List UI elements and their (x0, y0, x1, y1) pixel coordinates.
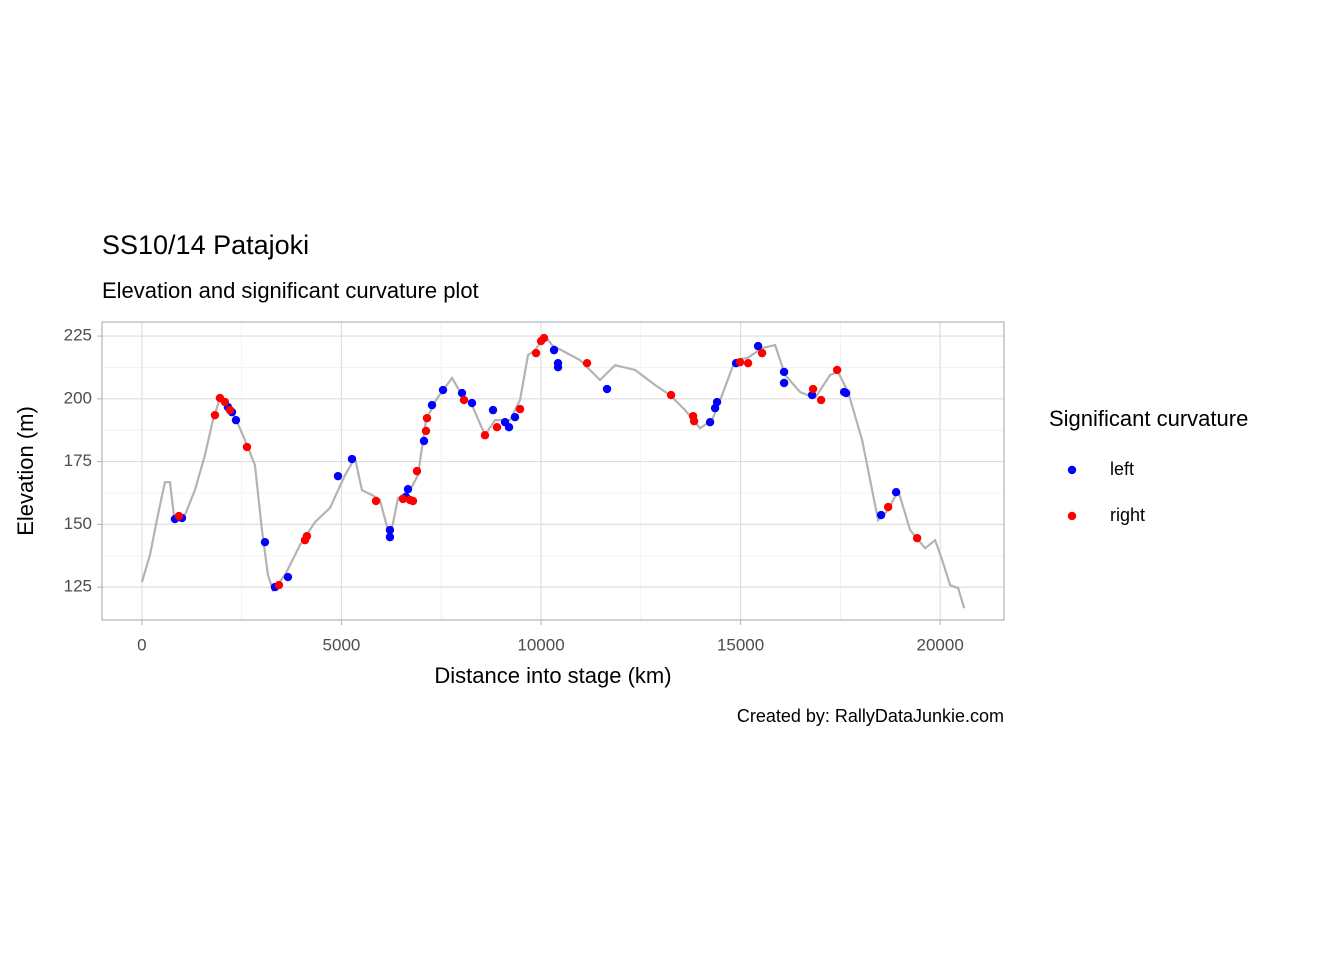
x-tick-label: 10000 (517, 635, 564, 654)
point (421, 426, 431, 436)
point (689, 416, 699, 426)
x-tick-label: 20000 (917, 635, 964, 654)
point (553, 362, 563, 372)
x-tick-label: 0 (137, 635, 146, 654)
x-tick-label: 15000 (717, 635, 764, 654)
point (504, 422, 514, 432)
legend-title: Significant curvature (1049, 406, 1248, 431)
point (333, 471, 343, 481)
elevation-line (140, 334, 966, 609)
point (488, 405, 498, 415)
point (510, 412, 520, 422)
legend-label: left (1110, 459, 1134, 479)
point (539, 333, 549, 343)
point (883, 502, 893, 512)
x-axis-title: Distance into stage (km) (434, 663, 671, 688)
x-tick-label: 5000 (323, 635, 361, 654)
point (412, 466, 422, 476)
y-tick-label: 200 (64, 388, 92, 407)
legend-key (1067, 511, 1077, 521)
point (705, 417, 715, 427)
point (274, 580, 284, 590)
point (912, 533, 922, 543)
point (876, 510, 886, 520)
point (467, 398, 477, 408)
y-tick-label: 125 (64, 577, 92, 596)
point (371, 496, 381, 506)
point (808, 384, 818, 394)
point (385, 532, 395, 542)
point (757, 348, 767, 358)
point (891, 488, 901, 497)
point (302, 531, 312, 541)
point (283, 572, 293, 582)
point (492, 422, 502, 432)
point (779, 378, 789, 388)
caption: Created by: RallyDataJunkie.com (737, 706, 1004, 726)
point (419, 436, 429, 446)
point (438, 385, 448, 395)
point (231, 415, 241, 425)
point (816, 395, 826, 405)
point (832, 365, 842, 375)
point (174, 511, 184, 521)
chart-subtitle: Elevation and significant curvature plot (102, 278, 479, 303)
point (712, 397, 722, 407)
point (743, 358, 753, 368)
chart-title: SS10/14 Patajoki (102, 230, 309, 260)
point (408, 496, 418, 506)
point (515, 404, 525, 414)
point (242, 442, 252, 452)
point (480, 431, 490, 440)
legend-label: right (1110, 505, 1145, 525)
y-tick-label: 150 (64, 514, 92, 533)
point (398, 494, 408, 504)
y-axis-title: Elevation (m) (13, 406, 38, 536)
point (347, 454, 357, 464)
point (602, 384, 612, 394)
point (841, 388, 851, 398)
y-tick-label: 225 (64, 326, 92, 345)
point (666, 390, 676, 400)
point (422, 413, 432, 423)
point (549, 345, 559, 355)
point (225, 405, 235, 415)
point (457, 388, 467, 398)
panel-border (101, 321, 1005, 621)
point (385, 525, 395, 535)
point (260, 537, 270, 547)
legend-key (1067, 465, 1077, 475)
point (753, 341, 763, 351)
point (459, 395, 469, 405)
point (427, 400, 437, 410)
point (779, 367, 789, 377)
point (531, 348, 541, 358)
point (735, 357, 745, 367)
point (582, 358, 592, 368)
y-tick-label: 175 (64, 451, 92, 470)
point (220, 397, 230, 407)
point (403, 485, 413, 494)
point (210, 410, 220, 420)
